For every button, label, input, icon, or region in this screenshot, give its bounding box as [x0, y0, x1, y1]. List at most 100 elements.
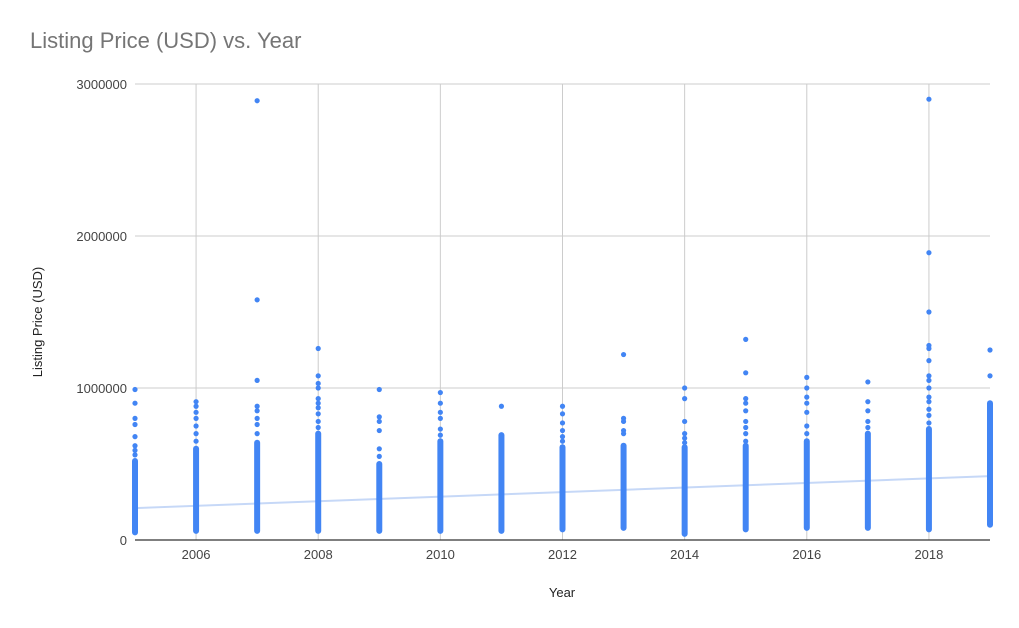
data-point [804, 400, 810, 406]
x-tick-label: 2006 [182, 547, 211, 562]
data-point [865, 379, 871, 385]
x-tick-label: 2010 [426, 547, 455, 562]
data-point [376, 453, 382, 459]
data-point [254, 297, 260, 303]
data-point [620, 415, 627, 421]
x-tick-label: 2008 [304, 547, 333, 562]
data-point [987, 373, 993, 379]
data-point [682, 435, 688, 441]
data-point [315, 418, 321, 425]
data-point [926, 420, 932, 426]
data-point [926, 394, 932, 400]
data-point [132, 452, 138, 458]
data-point [926, 96, 932, 102]
data-point [437, 389, 443, 396]
y-tick-label: 1000000 [76, 381, 127, 396]
data-point [559, 403, 566, 409]
data-point [926, 412, 932, 418]
data-point [743, 431, 749, 437]
data-point [315, 396, 321, 402]
data-point [254, 415, 260, 421]
data-point [559, 420, 566, 426]
data-point [315, 385, 321, 391]
data-point [743, 424, 749, 431]
x-tick-label: 2016 [792, 547, 821, 562]
data-point [437, 409, 443, 415]
data-point [315, 373, 321, 379]
data-point [193, 403, 199, 409]
data-point [254, 98, 260, 104]
data-point [926, 399, 932, 405]
data-point [926, 373, 932, 379]
tick-labels: 0 1000000 2000000 3000000 2006 2008 2010 2012 20… [76, 77, 943, 562]
data-point [926, 406, 932, 412]
data-point [804, 423, 810, 429]
data-point [437, 432, 443, 438]
data-point [865, 418, 871, 425]
data-point [498, 403, 505, 409]
x-tick-label: 2012 [548, 547, 577, 562]
data-point [376, 386, 382, 393]
y-axis-label: Listing Price (USD) [30, 267, 45, 378]
data-point [376, 427, 382, 434]
data-point [132, 447, 138, 453]
data-point [926, 385, 932, 391]
x-axis-label: Year [549, 585, 576, 600]
data-point [437, 426, 443, 432]
data-point [193, 438, 199, 444]
y-tick-label: 3000000 [76, 77, 127, 92]
data-point [376, 418, 382, 425]
data-point [193, 409, 199, 415]
data-point [559, 427, 566, 434]
data-point [804, 374, 810, 380]
data-point [743, 396, 749, 402]
data-point [254, 431, 260, 437]
data-point [926, 250, 932, 256]
data-point [682, 431, 688, 437]
data-point [804, 394, 810, 400]
y-tick-label: 0 [120, 533, 127, 548]
data-point [682, 396, 688, 402]
data-point [254, 421, 260, 428]
data-point [743, 408, 749, 414]
x-tick-label: 2018 [914, 547, 943, 562]
data-point [315, 380, 321, 387]
data-point [620, 427, 627, 434]
data-point [437, 415, 443, 421]
data-point [804, 431, 810, 437]
data-point [926, 377, 932, 383]
data-point [559, 438, 566, 444]
data-point [743, 400, 749, 406]
data-point [865, 399, 871, 405]
data-point [743, 336, 749, 342]
data-point [987, 347, 993, 353]
data-point [682, 418, 688, 425]
data-point [132, 421, 138, 428]
data-point [743, 418, 749, 425]
data-point [315, 424, 321, 431]
data-point [926, 309, 932, 315]
data-point [254, 408, 260, 414]
data-point [804, 385, 810, 391]
data-points [132, 96, 993, 537]
data-point [132, 434, 138, 440]
data-point [254, 403, 260, 409]
data-point [193, 431, 199, 437]
data-point [193, 415, 199, 421]
data-point [376, 414, 382, 420]
data-point [132, 400, 138, 406]
data-point [315, 345, 321, 352]
data-point [132, 443, 138, 449]
data-point [437, 400, 443, 406]
data-point [926, 342, 932, 349]
data-point [682, 385, 688, 391]
data-point [193, 399, 199, 405]
data-point [132, 386, 138, 393]
data-point [620, 351, 627, 358]
data-point [254, 377, 260, 383]
y-tick-label: 2000000 [76, 229, 127, 244]
data-point [865, 424, 871, 431]
data-point [743, 370, 749, 376]
data-point [315, 411, 321, 417]
